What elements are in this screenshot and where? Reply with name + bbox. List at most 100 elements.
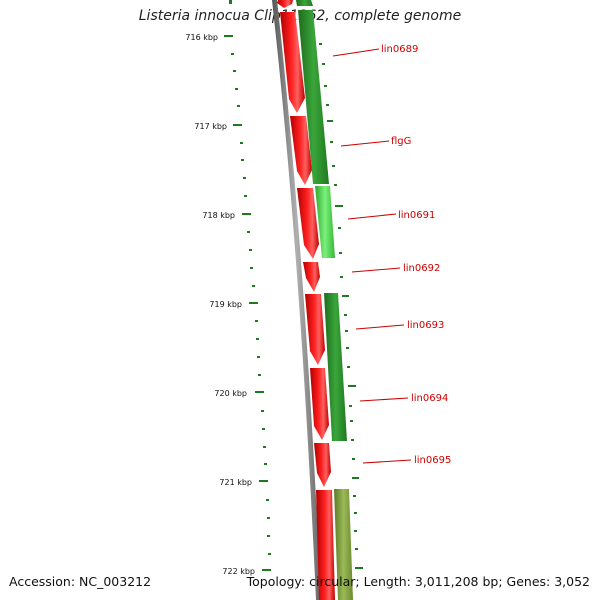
outer-mark <box>354 530 357 532</box>
gene-label[interactable]: lin0691 <box>398 210 435 221</box>
minor-tick <box>267 535 270 537</box>
minor-tick <box>263 446 266 448</box>
outer-mark <box>348 385 356 387</box>
minor-tick <box>249 249 252 251</box>
outer-mark <box>338 227 341 229</box>
outer-mark <box>349 405 352 407</box>
outer-mark <box>352 458 355 460</box>
minor-tick <box>267 517 270 519</box>
outer-mark <box>344 314 347 316</box>
outer-mark <box>346 347 349 349</box>
cds-arrow[interactable] <box>314 443 331 487</box>
gene-bar[interactable] <box>324 293 347 441</box>
major-tick <box>259 480 268 482</box>
minor-tick <box>255 320 258 322</box>
minor-tick <box>252 285 255 287</box>
cds-arrow[interactable] <box>316 490 335 600</box>
minor-tick <box>237 105 240 107</box>
gene-track <box>296 0 353 600</box>
gene-label[interactable]: lin0694 <box>411 393 448 404</box>
major-tick <box>249 302 258 304</box>
minor-tick <box>256 338 259 340</box>
minor-tick <box>231 53 234 55</box>
tick-label: 716 kbp <box>185 33 218 42</box>
minor-tick <box>264 463 267 465</box>
gene-bar[interactable] <box>315 186 335 258</box>
outer-mark <box>347 366 350 368</box>
gene-label[interactable]: lin0695 <box>414 455 451 466</box>
outer-mark <box>353 495 356 497</box>
minor-tick <box>233 70 236 72</box>
label-leader <box>362 459 412 464</box>
cds-arrow[interactable] <box>290 116 312 185</box>
minor-tick <box>243 177 246 179</box>
tick-label: 722 kbp <box>222 567 255 576</box>
major-tick <box>242 213 251 215</box>
backbone-arc <box>272 0 321 600</box>
label-leader <box>332 48 380 57</box>
minor-tick <box>266 499 269 501</box>
outer-mark <box>334 184 337 186</box>
gene-bar[interactable] <box>298 10 329 184</box>
ruler-ticks <box>229 0 271 555</box>
minor-tick <box>250 267 253 269</box>
outer-mark <box>350 420 353 422</box>
tick-label: 721 kbp <box>219 478 252 487</box>
outer-track-marks <box>319 43 363 569</box>
cds-track <box>277 0 335 600</box>
tick-label: 717 kbp <box>194 122 227 131</box>
outer-mark <box>322 63 325 65</box>
cds-arrow[interactable] <box>280 12 305 113</box>
cds-arrow[interactable] <box>297 188 319 259</box>
accession-label: Accession: NC_003212 <box>9 574 152 589</box>
major-tick <box>255 391 264 393</box>
gene-bar[interactable] <box>334 489 353 600</box>
label-leader <box>340 140 390 147</box>
outer-mark <box>335 205 343 207</box>
gene-label[interactable]: lin0693 <box>407 320 444 331</box>
minor-tick <box>235 88 238 90</box>
minor-tick <box>257 356 260 358</box>
major-tick <box>229 0 232 4</box>
gene-label[interactable]: lin0692 <box>403 263 440 274</box>
major-tick <box>224 35 233 37</box>
outer-mark <box>354 512 357 514</box>
tick-label: 718 kbp <box>202 211 235 220</box>
gene-bar[interactable] <box>296 0 313 6</box>
minor-tick <box>261 410 264 412</box>
outer-mark <box>332 165 335 167</box>
outer-mark <box>352 477 359 479</box>
major-tick <box>233 124 242 126</box>
cds-arrow[interactable] <box>303 262 320 292</box>
label-leader <box>351 267 401 273</box>
outer-mark <box>340 276 343 278</box>
tick-label: 720 kbp <box>214 389 247 398</box>
outer-mark <box>345 330 348 332</box>
minor-tick <box>268 553 271 555</box>
minor-tick <box>258 374 261 376</box>
major-tick <box>262 569 271 571</box>
minor-tick <box>262 428 265 430</box>
minor-tick <box>247 231 250 233</box>
cds-arrow[interactable] <box>310 368 329 440</box>
outer-mark <box>324 85 327 87</box>
outer-mark <box>327 120 333 122</box>
outer-mark <box>319 43 322 45</box>
outer-mark <box>355 567 363 569</box>
outer-mark <box>355 548 358 550</box>
cds-arrow[interactable] <box>277 0 293 8</box>
minor-tick <box>241 159 244 161</box>
gene-label[interactable]: lin0689 <box>381 44 418 55</box>
gene-labels: lin0689 flgG lin0691 lin0692 lin0693 lin… <box>332 44 451 466</box>
outer-mark <box>351 439 354 441</box>
gene-label[interactable]: flgG <box>391 136 411 147</box>
minor-tick <box>244 195 247 197</box>
outer-mark <box>342 295 349 297</box>
label-leader <box>347 213 397 220</box>
outer-mark <box>330 141 333 143</box>
label-leader <box>355 324 405 330</box>
genome-summary: Topology: circular; Length: 3,011,208 bp… <box>246 574 590 589</box>
minor-tick <box>240 142 243 144</box>
cds-arrow[interactable] <box>305 294 325 365</box>
